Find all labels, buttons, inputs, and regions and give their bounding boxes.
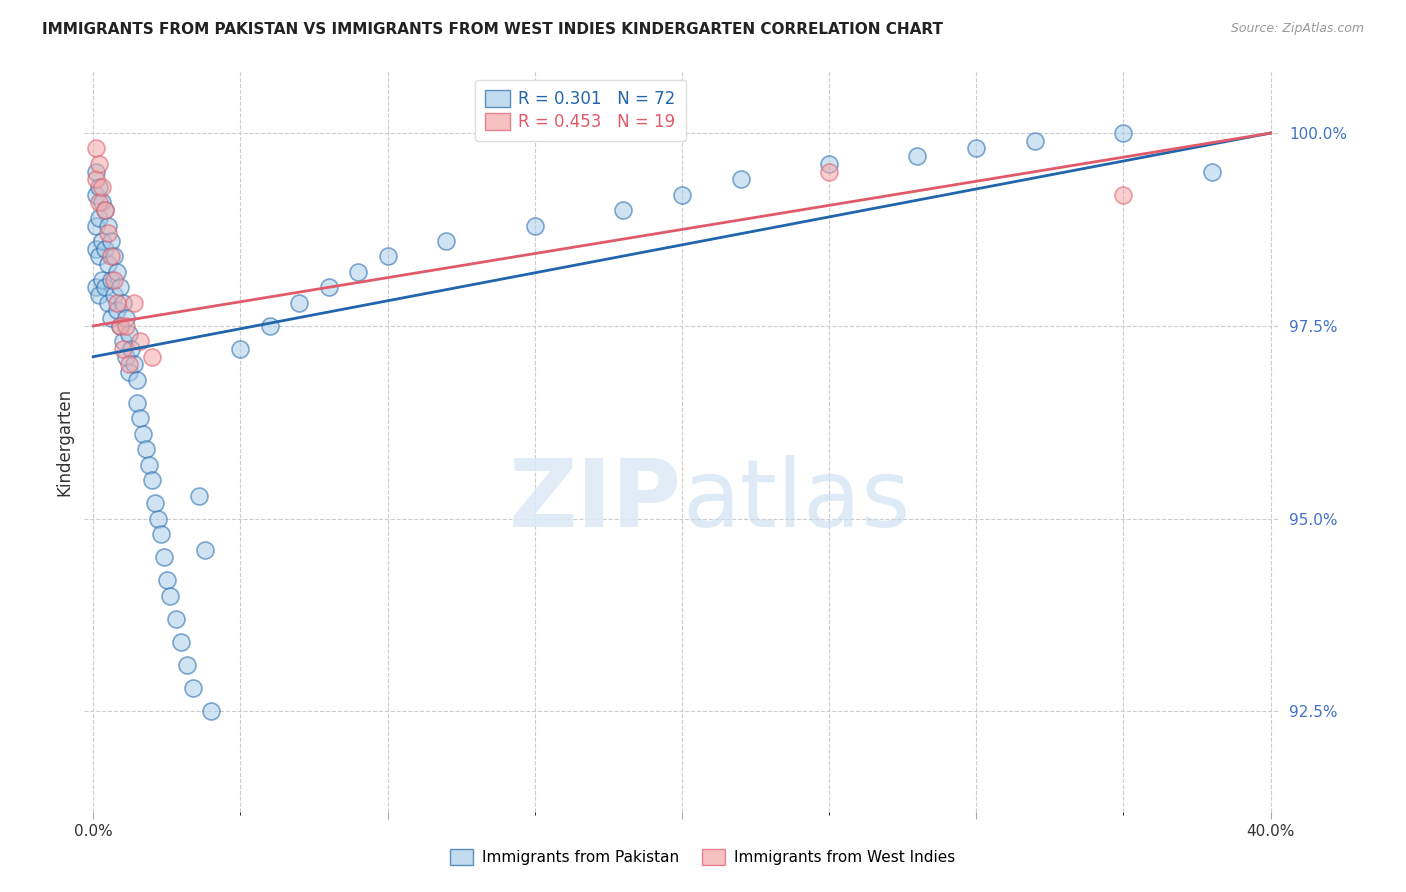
- Point: [127, 373, 149, 387]
- Point: [612, 203, 634, 218]
- Point: [818, 157, 841, 171]
- Point: [229, 342, 252, 356]
- Point: [105, 265, 128, 279]
- Point: [1024, 134, 1046, 148]
- Point: [100, 272, 122, 286]
- Point: [818, 164, 841, 178]
- Point: [94, 242, 117, 256]
- Point: [200, 705, 222, 719]
- Point: [103, 272, 125, 286]
- Point: [143, 496, 166, 510]
- Point: [111, 295, 134, 310]
- Text: atlas: atlas: [682, 455, 910, 547]
- Point: [165, 612, 187, 626]
- Point: [94, 203, 117, 218]
- Point: [156, 574, 179, 588]
- Point: [1112, 126, 1135, 140]
- Point: [91, 272, 114, 286]
- Point: [97, 257, 120, 271]
- Point: [84, 141, 107, 155]
- Point: [84, 172, 107, 186]
- Point: [188, 489, 211, 503]
- Point: [347, 265, 370, 279]
- Point: [523, 219, 546, 233]
- Point: [138, 458, 160, 472]
- Point: [146, 511, 169, 525]
- Point: [108, 280, 131, 294]
- Point: [436, 234, 458, 248]
- Point: [181, 681, 204, 696]
- Point: [149, 527, 172, 541]
- Point: [318, 280, 340, 294]
- Point: [87, 288, 110, 302]
- Point: [124, 358, 146, 372]
- Point: [87, 249, 110, 263]
- Text: Source: ZipAtlas.com: Source: ZipAtlas.com: [1230, 22, 1364, 36]
- Point: [114, 350, 136, 364]
- Point: [100, 249, 122, 263]
- Point: [114, 311, 136, 326]
- Point: [84, 280, 107, 294]
- Point: [105, 295, 128, 310]
- Point: [124, 295, 146, 310]
- Point: [170, 635, 193, 649]
- Point: [259, 318, 281, 333]
- Point: [91, 180, 114, 194]
- Point: [117, 326, 139, 341]
- Point: [117, 365, 139, 379]
- Point: [129, 411, 152, 425]
- Point: [671, 187, 693, 202]
- Point: [1201, 164, 1223, 178]
- Point: [111, 342, 134, 356]
- Legend: R = 0.301   N = 72, R = 0.453   N = 19: R = 0.301 N = 72, R = 0.453 N = 19: [475, 79, 686, 141]
- Point: [129, 334, 152, 349]
- Text: IMMIGRANTS FROM PAKISTAN VS IMMIGRANTS FROM WEST INDIES KINDERGARTEN CORRELATION: IMMIGRANTS FROM PAKISTAN VS IMMIGRANTS F…: [42, 22, 943, 37]
- Point: [87, 180, 110, 194]
- Point: [97, 219, 120, 233]
- Point: [84, 164, 107, 178]
- Point: [111, 334, 134, 349]
- Point: [288, 295, 311, 310]
- Point: [120, 342, 142, 356]
- Point: [905, 149, 928, 163]
- Point: [94, 203, 117, 218]
- Point: [84, 187, 107, 202]
- Point: [87, 157, 110, 171]
- Point: [141, 473, 163, 487]
- Point: [132, 426, 155, 441]
- Point: [87, 195, 110, 210]
- Point: [91, 234, 114, 248]
- Point: [100, 234, 122, 248]
- Point: [103, 249, 125, 263]
- Point: [87, 211, 110, 225]
- Point: [103, 288, 125, 302]
- Legend: Immigrants from Pakistan, Immigrants from West Indies: Immigrants from Pakistan, Immigrants fro…: [444, 843, 962, 871]
- Point: [108, 318, 131, 333]
- Point: [159, 589, 181, 603]
- Point: [117, 358, 139, 372]
- Point: [84, 219, 107, 233]
- Point: [730, 172, 752, 186]
- Point: [965, 141, 987, 155]
- Point: [194, 542, 217, 557]
- Point: [114, 318, 136, 333]
- Point: [91, 195, 114, 210]
- Point: [97, 227, 120, 241]
- Point: [377, 249, 399, 263]
- Text: ZIP: ZIP: [509, 455, 682, 547]
- Point: [153, 550, 176, 565]
- Point: [97, 295, 120, 310]
- Point: [141, 350, 163, 364]
- Point: [135, 442, 157, 457]
- Point: [94, 280, 117, 294]
- Point: [105, 303, 128, 318]
- Point: [176, 658, 198, 673]
- Point: [1112, 187, 1135, 202]
- Y-axis label: Kindergarten: Kindergarten: [55, 387, 73, 496]
- Point: [100, 311, 122, 326]
- Point: [84, 242, 107, 256]
- Point: [127, 396, 149, 410]
- Point: [108, 318, 131, 333]
